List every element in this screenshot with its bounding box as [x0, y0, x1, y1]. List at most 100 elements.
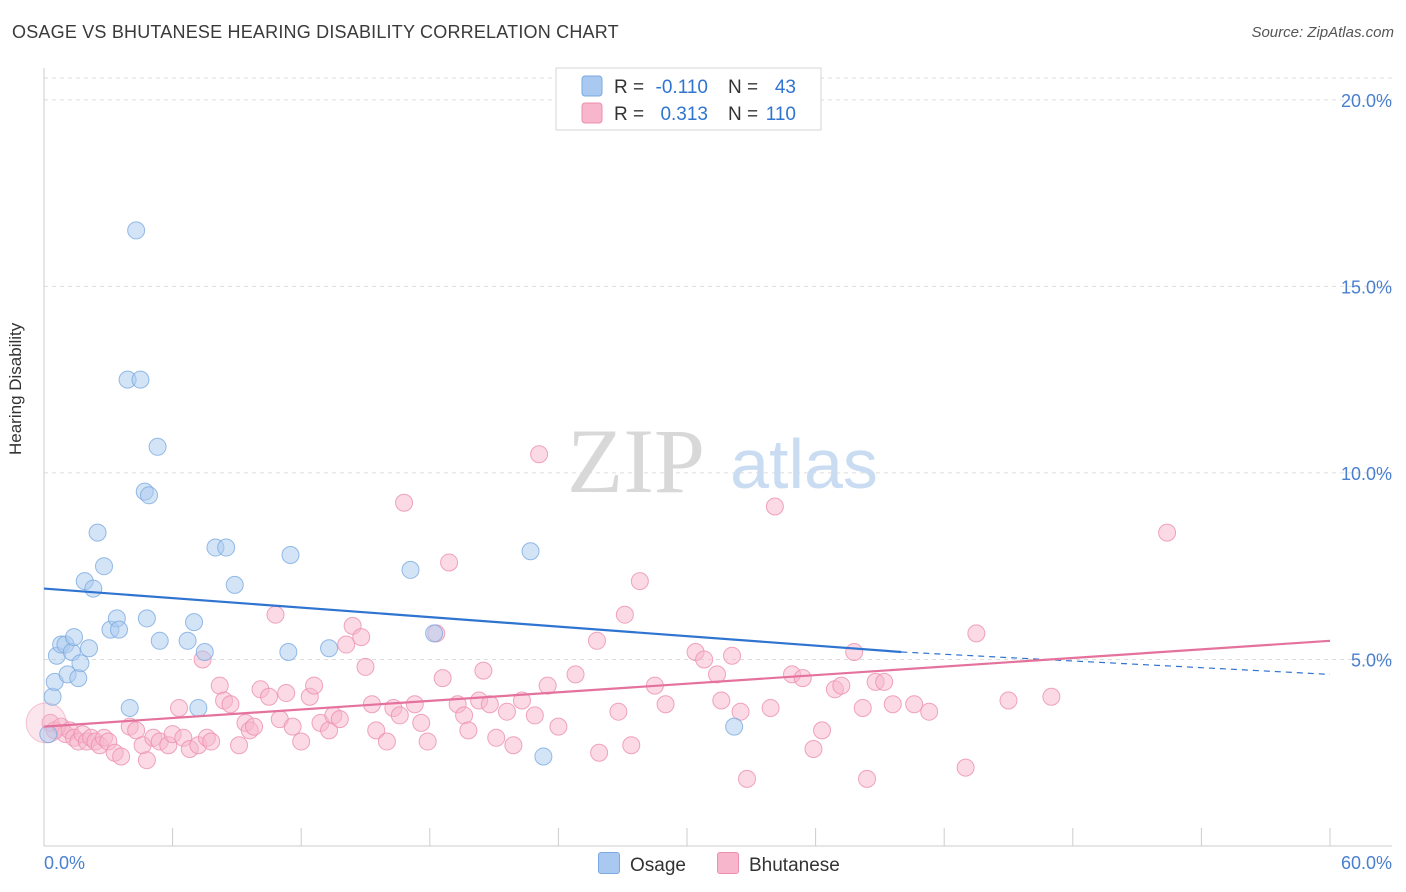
legend-bhutanese-label: Bhutanese — [749, 855, 840, 876]
bhutanese-point — [292, 732, 311, 751]
bhutanese-point — [695, 650, 714, 669]
bhutanese-point — [712, 691, 731, 710]
osage-point — [217, 538, 236, 557]
legend-bhutanese-swatch-bottom — [717, 852, 739, 874]
bhutanese-point — [793, 669, 812, 688]
bhutanese-point — [283, 717, 302, 736]
bhutanese-point — [440, 553, 459, 572]
chart-title: OSAGE VS BHUTANESE HEARING DISABILITY CO… — [12, 22, 619, 42]
legend-osage-n-label: N = — [728, 77, 758, 98]
bhutanese-point — [999, 691, 1018, 710]
bhutanese-point — [390, 706, 409, 725]
bhutanese-point — [418, 732, 437, 751]
legend-bhutanese-swatch — [581, 102, 603, 124]
osage-point — [140, 486, 159, 505]
series-bhutanese-points — [25, 445, 1177, 788]
bhutanese-point — [433, 669, 452, 688]
watermark-atlas: atlas — [730, 425, 878, 503]
bhutanese-point — [474, 661, 493, 680]
bhutanese-point — [765, 497, 784, 516]
bhutanese-point — [455, 706, 474, 725]
bhutanese-point — [202, 732, 221, 751]
bhutanese-point — [587, 631, 606, 650]
trend-lines — [43, 587, 1331, 728]
legend-item-bhutanese: Bhutanese — [717, 852, 840, 877]
x-tick-label: 0.0% — [44, 853, 85, 873]
bhutanese-point — [230, 736, 249, 755]
osage-point — [88, 523, 107, 542]
osage-trend-line — [43, 587, 902, 654]
bhutanese-point — [480, 695, 499, 714]
osage-point — [178, 631, 197, 650]
osage-point — [281, 546, 300, 564]
legend-osage-r-value: -0.110 — [656, 77, 708, 98]
osage-point — [43, 687, 62, 706]
bhutanese-point — [530, 445, 549, 464]
bhutanese-trend-line — [43, 639, 1331, 728]
bhutanese-point — [266, 605, 285, 624]
osage-point — [195, 643, 214, 661]
bhutanese-point — [277, 684, 296, 703]
legend-osage-r-label: R = — [614, 77, 644, 98]
bhutanese-point — [112, 747, 131, 766]
osage-point — [137, 609, 156, 628]
osage-point — [401, 560, 420, 579]
osage-point — [148, 437, 167, 456]
legend-bhutanese-r-value: 0.313 — [660, 104, 708, 125]
y-tick-label: 5.0% — [1351, 650, 1392, 670]
bhutanese-point — [512, 691, 531, 710]
legend-bottom: Osage Bhutanese — [0, 852, 1406, 878]
osage-point — [725, 717, 744, 736]
osage-point — [521, 542, 540, 561]
bhutanese-point — [210, 676, 229, 695]
bhutanese-point — [883, 695, 902, 714]
bhutanese-point — [377, 732, 396, 751]
bhutanese-point — [956, 758, 975, 777]
bhutanese-point — [549, 717, 568, 736]
osage-point — [84, 579, 103, 598]
bhutanese-point — [245, 717, 264, 736]
osage-point — [71, 654, 90, 673]
watermark: ZIP atlas — [567, 410, 878, 512]
bhutanese-point — [566, 665, 585, 684]
bhutanese-point — [170, 698, 189, 717]
osage-point — [127, 221, 146, 240]
osage-point — [150, 631, 169, 650]
osage-point — [279, 643, 298, 661]
series-osage-points — [39, 221, 744, 766]
bhutanese-point — [487, 728, 506, 747]
osage-trend-extension — [901, 651, 1331, 675]
bhutanese-point — [412, 713, 431, 732]
bhutanese-point — [127, 721, 146, 740]
bhutanese-point — [630, 572, 649, 591]
bhutanese-point — [845, 643, 864, 661]
y-tick-label: 20.0% — [1341, 91, 1392, 111]
legend-item-osage: Osage — [598, 852, 686, 877]
osage-point — [425, 624, 444, 643]
tick-labels: 5.0% 10.0% 15.0% 20.0% 0.0% 60.0% — [44, 91, 1392, 873]
bhutanese-point — [395, 493, 414, 512]
osage-point — [110, 620, 129, 639]
osage-point — [120, 698, 139, 717]
bhutanese-point — [1042, 687, 1061, 706]
bhutanese-point — [731, 702, 750, 721]
osage-point — [95, 557, 114, 576]
bhutanese-point — [260, 687, 279, 706]
legend-osage-swatch-bottom — [598, 852, 620, 874]
bhutanese-point — [615, 605, 634, 624]
bhutanese-point — [367, 721, 386, 740]
osage-point — [69, 669, 88, 688]
bhutanese-point — [656, 695, 675, 714]
legend-bhutanese-r-label: R = — [614, 104, 644, 125]
bhutanese-point — [723, 646, 742, 665]
bhutanese-point — [497, 702, 516, 721]
bhutanese-point — [609, 702, 628, 721]
bhutanese-point — [305, 676, 324, 695]
bhutanese-point — [858, 769, 877, 788]
osage-point — [320, 639, 339, 658]
osage-point — [185, 613, 204, 632]
bhutanese-point — [920, 702, 939, 721]
bhutanese-point — [356, 657, 375, 676]
bhutanese-point — [967, 624, 986, 643]
